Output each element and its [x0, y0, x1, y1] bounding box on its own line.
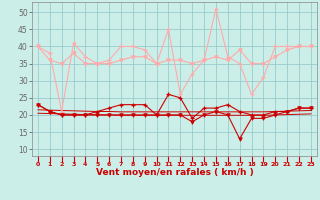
X-axis label: Vent moyen/en rafales ( km/h ): Vent moyen/en rafales ( km/h ) — [96, 168, 253, 177]
